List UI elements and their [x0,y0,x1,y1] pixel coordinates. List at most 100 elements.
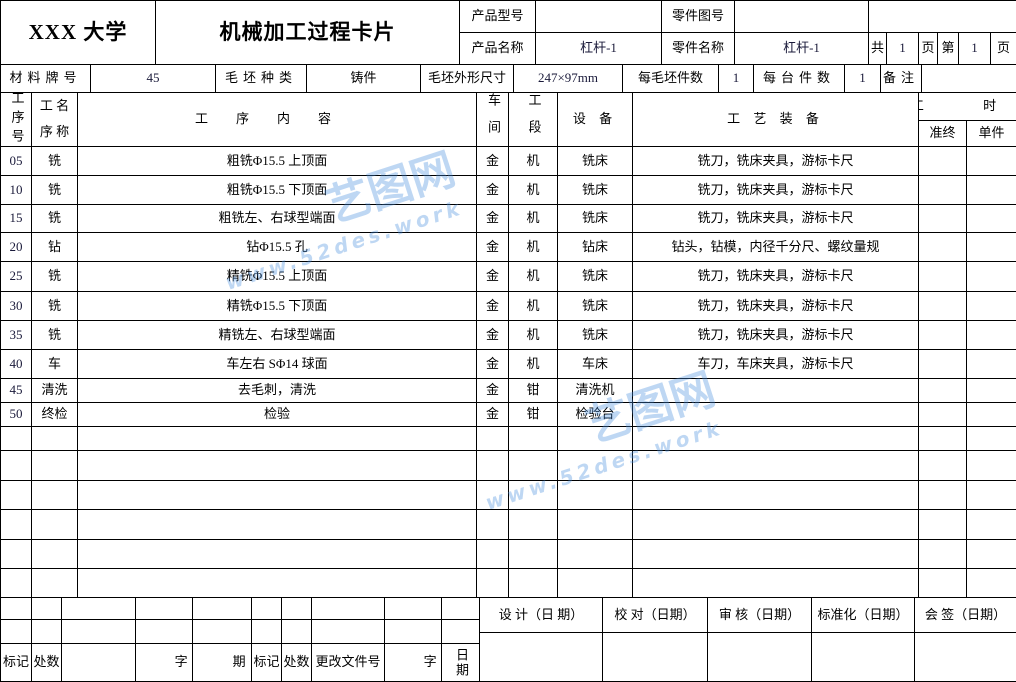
op-no-cell[interactable]: 45 [0,378,32,403]
op-section-cell[interactable] [508,568,558,598]
op-tooling-cell[interactable] [632,480,919,510]
op-unit-cell[interactable] [966,480,1016,510]
footer-review-signature[interactable] [707,632,812,682]
op-section-cell[interactable]: 机 [508,175,558,205]
footer-blank-cell[interactable] [311,597,385,620]
op-workshop-cell[interactable] [476,450,509,481]
op-workshop-cell[interactable]: 金 [476,204,509,233]
op-unit-cell[interactable] [966,509,1016,540]
op-tooling-cell[interactable]: 铣刀，铣床夹具，游标卡尺 [632,204,919,233]
op-no-cell[interactable]: 30 [0,291,32,321]
op-prep-cell[interactable] [918,146,967,176]
op-no-cell[interactable]: 40 [0,349,32,379]
op-no-cell[interactable] [0,450,32,481]
op-workshop-cell[interactable]: 金 [476,378,509,403]
op-section-cell[interactable]: 机 [508,261,558,292]
op-tooling-cell[interactable] [632,568,919,598]
footer-blank-cell[interactable] [311,619,385,644]
op-tooling-cell[interactable] [632,426,919,451]
op-no-cell[interactable] [0,509,32,540]
op-workshop-cell[interactable]: 金 [476,320,509,350]
op-workshop-cell[interactable]: 金 [476,146,509,176]
op-unit-cell[interactable] [966,539,1016,569]
op-equipment-cell[interactable]: 铣床 [557,146,633,176]
op-prep-cell[interactable] [918,232,967,262]
op-content-cell[interactable]: 车左右 SΦ14 球面 [77,349,477,379]
op-name-cell[interactable]: 车 [31,349,78,379]
op-equipment-cell[interactable] [557,426,633,451]
op-name-cell[interactable]: 铣 [31,320,78,350]
op-name-cell[interactable] [31,426,78,451]
op-name-cell[interactable] [31,450,78,481]
op-tooling-cell[interactable] [632,539,919,569]
op-no-cell[interactable]: 25 [0,261,32,292]
op-equipment-cell[interactable]: 铣床 [557,291,633,321]
op-content-cell[interactable] [77,539,477,569]
op-equipment-cell[interactable]: 铣床 [557,320,633,350]
op-section-cell[interactable]: 机 [508,349,558,379]
op-tooling-cell[interactable]: 钻头，钻模，内径千分尺、螺纹量规 [632,232,919,262]
op-unit-cell[interactable] [966,204,1016,233]
op-section-cell[interactable] [508,480,558,510]
op-workshop-cell[interactable]: 金 [476,261,509,292]
footer-blank-cell[interactable] [441,597,480,620]
op-section-cell[interactable]: 机 [508,291,558,321]
footer-design-signature[interactable] [479,632,603,682]
op-workshop-cell[interactable] [476,480,509,510]
op-equipment-cell[interactable]: 铣床 [557,204,633,233]
op-content-cell[interactable]: 钻Φ15.5 孔 [77,232,477,262]
op-equipment-cell[interactable]: 铣床 [557,261,633,292]
op-workshop-cell[interactable] [476,509,509,540]
footer-blank-cell[interactable] [135,619,193,644]
op-content-cell[interactable]: 精铣Φ15.5 下顶面 [77,291,477,321]
footer-blank-cell[interactable] [135,597,193,620]
op-section-cell[interactable]: 机 [508,232,558,262]
op-equipment-cell[interactable]: 检验台 [557,402,633,427]
part-name-value[interactable]: 杠杆-1 [734,32,869,65]
op-equipment-cell[interactable] [557,480,633,510]
op-section-cell[interactable]: 钳 [508,378,558,403]
op-name-cell[interactable]: 清洗 [31,378,78,403]
op-no-cell[interactable] [0,426,32,451]
footer-standard-signature[interactable] [811,632,915,682]
op-no-cell[interactable]: 35 [0,320,32,350]
op-no-cell[interactable] [0,539,32,569]
op-prep-cell[interactable] [918,539,967,569]
op-workshop-cell[interactable] [476,539,509,569]
op-prep-cell[interactable] [918,204,967,233]
footer-blank-cell[interactable] [31,619,62,644]
op-name-cell[interactable] [31,509,78,540]
op-prep-cell[interactable] [918,480,967,510]
material-remark[interactable] [921,64,1016,93]
op-section-cell[interactable]: 机 [508,320,558,350]
op-workshop-cell[interactable] [476,426,509,451]
product-model-value[interactable] [535,0,662,33]
op-unit-cell[interactable] [966,378,1016,403]
op-content-cell[interactable] [77,568,477,598]
material-grade[interactable]: 45 [90,64,216,93]
op-content-cell[interactable] [77,509,477,540]
op-prep-cell[interactable] [918,261,967,292]
op-content-cell[interactable] [77,426,477,451]
op-content-cell[interactable]: 去毛刺，清洗 [77,378,477,403]
footer-blank-cell[interactable] [0,597,32,620]
op-name-cell[interactable] [31,539,78,569]
footer-blank-cell[interactable] [281,619,312,644]
op-section-cell[interactable] [508,426,558,451]
material-per-blank[interactable]: 1 [718,64,754,93]
op-unit-cell[interactable] [966,232,1016,262]
op-workshop-cell[interactable]: 金 [476,349,509,379]
op-content-cell[interactable]: 精铣左、右球型端面 [77,320,477,350]
op-tooling-cell[interactable]: 铣刀，铣床夹具，游标卡尺 [632,291,919,321]
op-workshop-cell[interactable]: 金 [476,175,509,205]
op-tooling-cell[interactable]: 铣刀，铣床夹具，游标卡尺 [632,175,919,205]
op-content-cell[interactable]: 粗铣左、右球型端面 [77,204,477,233]
op-content-cell[interactable]: 粗铣Φ15.5 上顶面 [77,146,477,176]
op-workshop-cell[interactable] [476,568,509,598]
op-content-cell[interactable] [77,450,477,481]
op-content-cell[interactable] [77,480,477,510]
footer-blank-cell[interactable] [192,597,252,620]
op-name-cell[interactable] [31,480,78,510]
op-unit-cell[interactable] [966,291,1016,321]
material-blank-type[interactable]: 铸件 [306,64,421,93]
